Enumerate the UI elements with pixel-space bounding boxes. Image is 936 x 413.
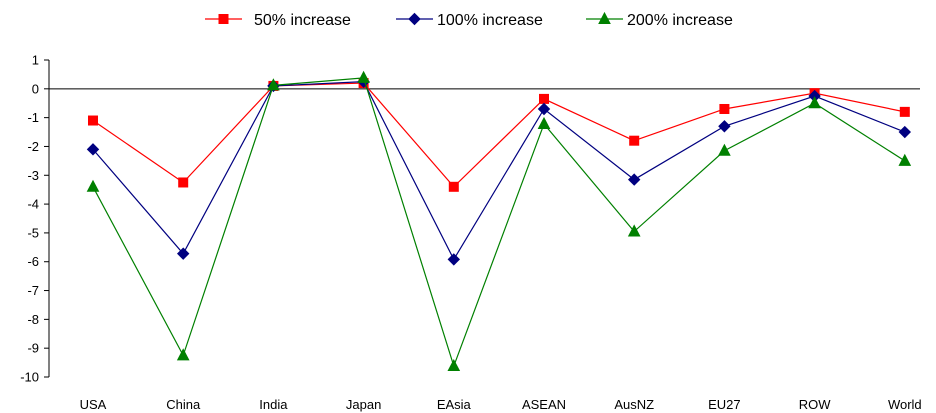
x-tick-label: Japan [346,397,381,412]
legend: 50% increase 100% increase 200% increase [205,11,733,29]
data-point [629,135,640,146]
series-2 [86,70,912,372]
legend-marker [598,11,611,24]
legend-item: 100% increase [396,12,543,29]
data-point [718,120,731,133]
legend-label: 200% increase [627,12,733,29]
y-tick-label: -4 [27,197,39,212]
data-point [176,348,190,361]
legend-marker [218,14,229,24]
y-tick-label: -2 [27,139,39,154]
x-tick-label: ROW [799,397,832,412]
y-tick-label: -7 [27,283,39,298]
x-tick-label: USA [80,397,107,412]
x-tick-label: AusNZ [614,397,654,412]
data-point [178,177,189,188]
data-point [627,224,641,237]
data-point [539,93,549,104]
y-tick-label: -10 [20,370,39,385]
legend-item: 200% increase [586,11,733,29]
data-point [537,116,551,129]
data-point [537,102,551,116]
data-point [898,153,912,166]
data-point [447,358,461,372]
series-line [92,80,906,261]
data-point [88,115,98,126]
y-tick-label: 0 [32,81,39,96]
legend-item: 50% increase [205,12,351,29]
series-0 [88,78,910,192]
data-point [447,253,461,266]
x-tick-label: China [166,397,201,412]
x-tick-label: ASEAN [522,397,566,412]
series-line [92,77,906,368]
data-point [448,181,459,192]
y-tick-label: -6 [27,254,39,269]
x-tick-label: EU27 [708,397,741,412]
data-point [899,106,910,117]
x-tick-label: India [259,397,288,412]
y-tick-label: -1 [27,110,39,125]
data-point [267,78,280,91]
y-tick-label: -8 [27,312,39,327]
series-line [92,82,905,188]
y-tick-label: -3 [27,168,39,183]
y-tick-label: -9 [27,341,39,356]
axes: 1 0 -1 -2 -3 -4 -5 -6 -7 -8 -9 -10 USA China India Japa… [20,53,921,413]
data-point [86,143,100,156]
data-point [86,179,100,192]
legend-label: 50% increase [254,12,351,29]
data-point [627,173,641,186]
series-1 [86,75,912,266]
data-point [898,125,912,139]
data-point [718,143,731,156]
data-point [719,103,730,114]
y-tick-label: -5 [27,225,39,240]
y-tick-label: 1 [32,53,39,68]
legend-marker [408,12,421,26]
x-tick-label: EAsia [437,397,472,412]
x-tick-label: World [888,397,922,412]
series-group [86,70,912,372]
data-point [808,96,821,109]
data-point [357,70,370,83]
data-point [176,247,190,260]
legend-label: 100% increase [437,12,543,29]
